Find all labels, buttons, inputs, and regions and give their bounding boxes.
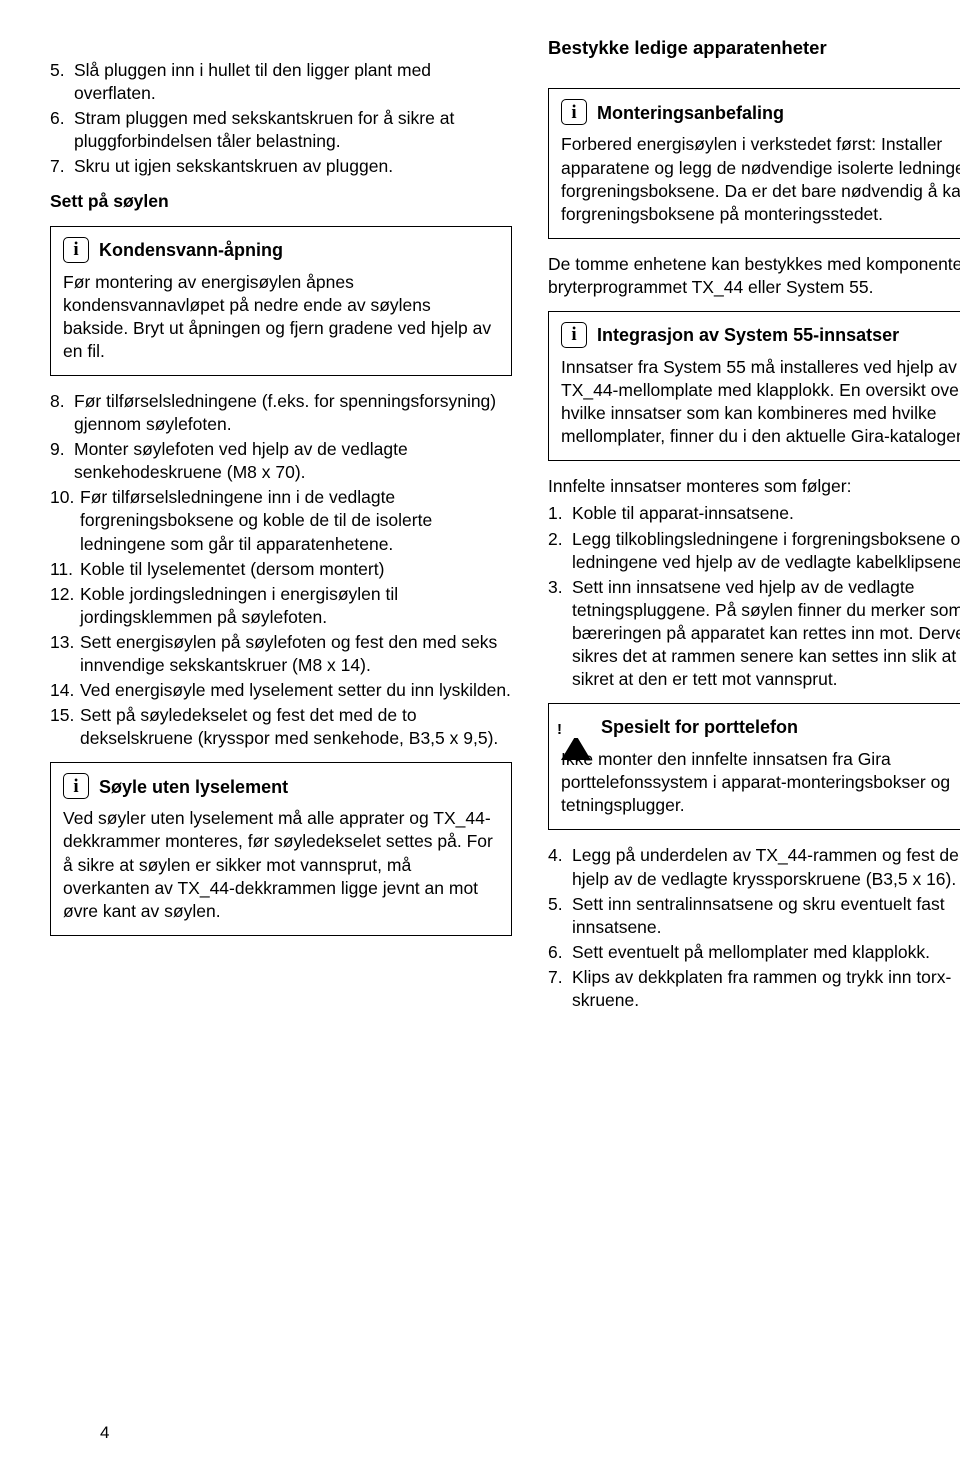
step-text: Før tilførselsledningene inn i de vedlag…	[80, 486, 512, 555]
step-text: Før tilførselsledningene (f.eks. for spe…	[74, 390, 512, 436]
step-text: Sett på søyledekselet og fest det med de…	[80, 704, 512, 750]
num: 7.	[548, 966, 572, 1012]
step-text: Monter søylefoten ved hjelp av de vedlag…	[74, 438, 512, 484]
list-steps-8-15: 8.Før tilførselsledningene (f.eks. for s…	[50, 390, 512, 750]
num: 6.	[50, 107, 74, 153]
info-icon: i	[63, 773, 89, 799]
paragraph: De tomme enhetene kan bestykkes med komp…	[548, 253, 960, 299]
num: 7.	[50, 155, 74, 178]
info-box-kondensvann: i Kondensvann-åpning Før montering av en…	[50, 226, 512, 376]
warning-icon: !	[561, 714, 591, 740]
info-icon: i	[63, 237, 89, 263]
list-steps-4-7: 4.Legg på underdelen av TX_44-rammen og …	[548, 844, 960, 1012]
paragraph: Innfelte innsatser monteres som følger:	[548, 475, 960, 498]
num: 9.	[50, 438, 74, 484]
step-text: Sett inn innsatsene ved hjelp av de vedl…	[572, 576, 960, 691]
info-title: Søyle uten lyselement	[99, 776, 288, 800]
info-body: Innsatser fra System 55 må installeres v…	[561, 356, 960, 448]
step-text: Legg på underdelen av TX_44-rammen og fe…	[572, 844, 960, 890]
subheading-sett-pa-soylen: Sett på søylen	[50, 190, 512, 213]
info-body: Ved søyler uten lyselement må alle appra…	[63, 807, 499, 922]
num: 5.	[548, 893, 572, 939]
num: 5.	[50, 59, 74, 105]
info-icon: i	[561, 99, 587, 125]
warning-body: Ikke monter den innfelte innsatsen fra G…	[561, 748, 960, 817]
step-text: Koble jordingsledningen i energisøylen t…	[80, 583, 512, 629]
step-text: Sett inn sentralinnsatsene og skru event…	[572, 893, 960, 939]
num: 12.	[50, 583, 80, 629]
num: 6.	[548, 941, 572, 964]
info-box-monteringsanbefaling: i Monteringsanbefaling Forbered energisø…	[548, 88, 960, 238]
info-icon: i	[561, 322, 587, 348]
num: 8.	[50, 390, 74, 436]
step-text: Sett eventuelt på mellomplater med klapp…	[572, 941, 960, 964]
num: 10.	[50, 486, 80, 555]
step-text: Legg tilkoblingsledningene i forgrenings…	[572, 528, 960, 574]
page-number: 4	[100, 1422, 109, 1444]
info-box-system55: i Integrasjon av System 55-innsatser Inn…	[548, 311, 960, 461]
step-text: Koble til lyselementet (dersom montert)	[80, 558, 512, 581]
step-text: Sett energisøylen på søylefoten og fest …	[80, 631, 512, 677]
num: 15.	[50, 704, 80, 750]
warning-title: Spesielt for porttelefon	[601, 716, 798, 740]
info-body: Forbered energisøylen i verkstedet først…	[561, 133, 960, 225]
step-text: Koble til apparat-innsatsene.	[572, 502, 960, 525]
num: 11.	[50, 558, 80, 581]
num: 3.	[548, 576, 572, 691]
step-text: Klips av dekkplaten fra rammen og trykk …	[572, 966, 960, 1012]
info-title: Monteringsanbefaling	[597, 102, 784, 126]
list-steps-1-3: 1.Koble til apparat-innsatsene. 2.Legg t…	[548, 502, 960, 691]
info-title: Kondensvann-åpning	[99, 239, 283, 263]
step-text: Stram pluggen med sekskantskruen for å s…	[74, 107, 512, 153]
list-steps-5-7: 5.Slå pluggen inn i hullet til den ligge…	[50, 59, 512, 178]
num: 4.	[548, 844, 572, 890]
num: 2.	[548, 528, 572, 574]
num: 1.	[548, 502, 572, 525]
step-text: Skru ut igjen sekskantskruen av pluggen.	[74, 155, 512, 178]
warning-box-porttelefon: ! Spesielt for porttelefon Ikke monter d…	[548, 703, 960, 830]
num: 14.	[50, 679, 80, 702]
info-body: Før montering av energisøylen åpnes kond…	[63, 271, 499, 363]
info-title: Integrasjon av System 55-innsatser	[597, 324, 899, 348]
left-column: 5.Slå pluggen inn i hullet til den ligge…	[50, 36, 512, 1022]
step-text: Ved energisøyle med lyselement setter du…	[80, 679, 512, 702]
info-box-soyle-uten-lyselement: i Søyle uten lyselement Ved søyler uten …	[50, 762, 512, 935]
step-text: Slå pluggen inn i hullet til den ligger …	[74, 59, 512, 105]
right-column: Bestykke ledige apparatenheter i Monteri…	[548, 36, 960, 1022]
section-heading: Bestykke ledige apparatenheter	[548, 36, 960, 60]
num: 13.	[50, 631, 80, 677]
